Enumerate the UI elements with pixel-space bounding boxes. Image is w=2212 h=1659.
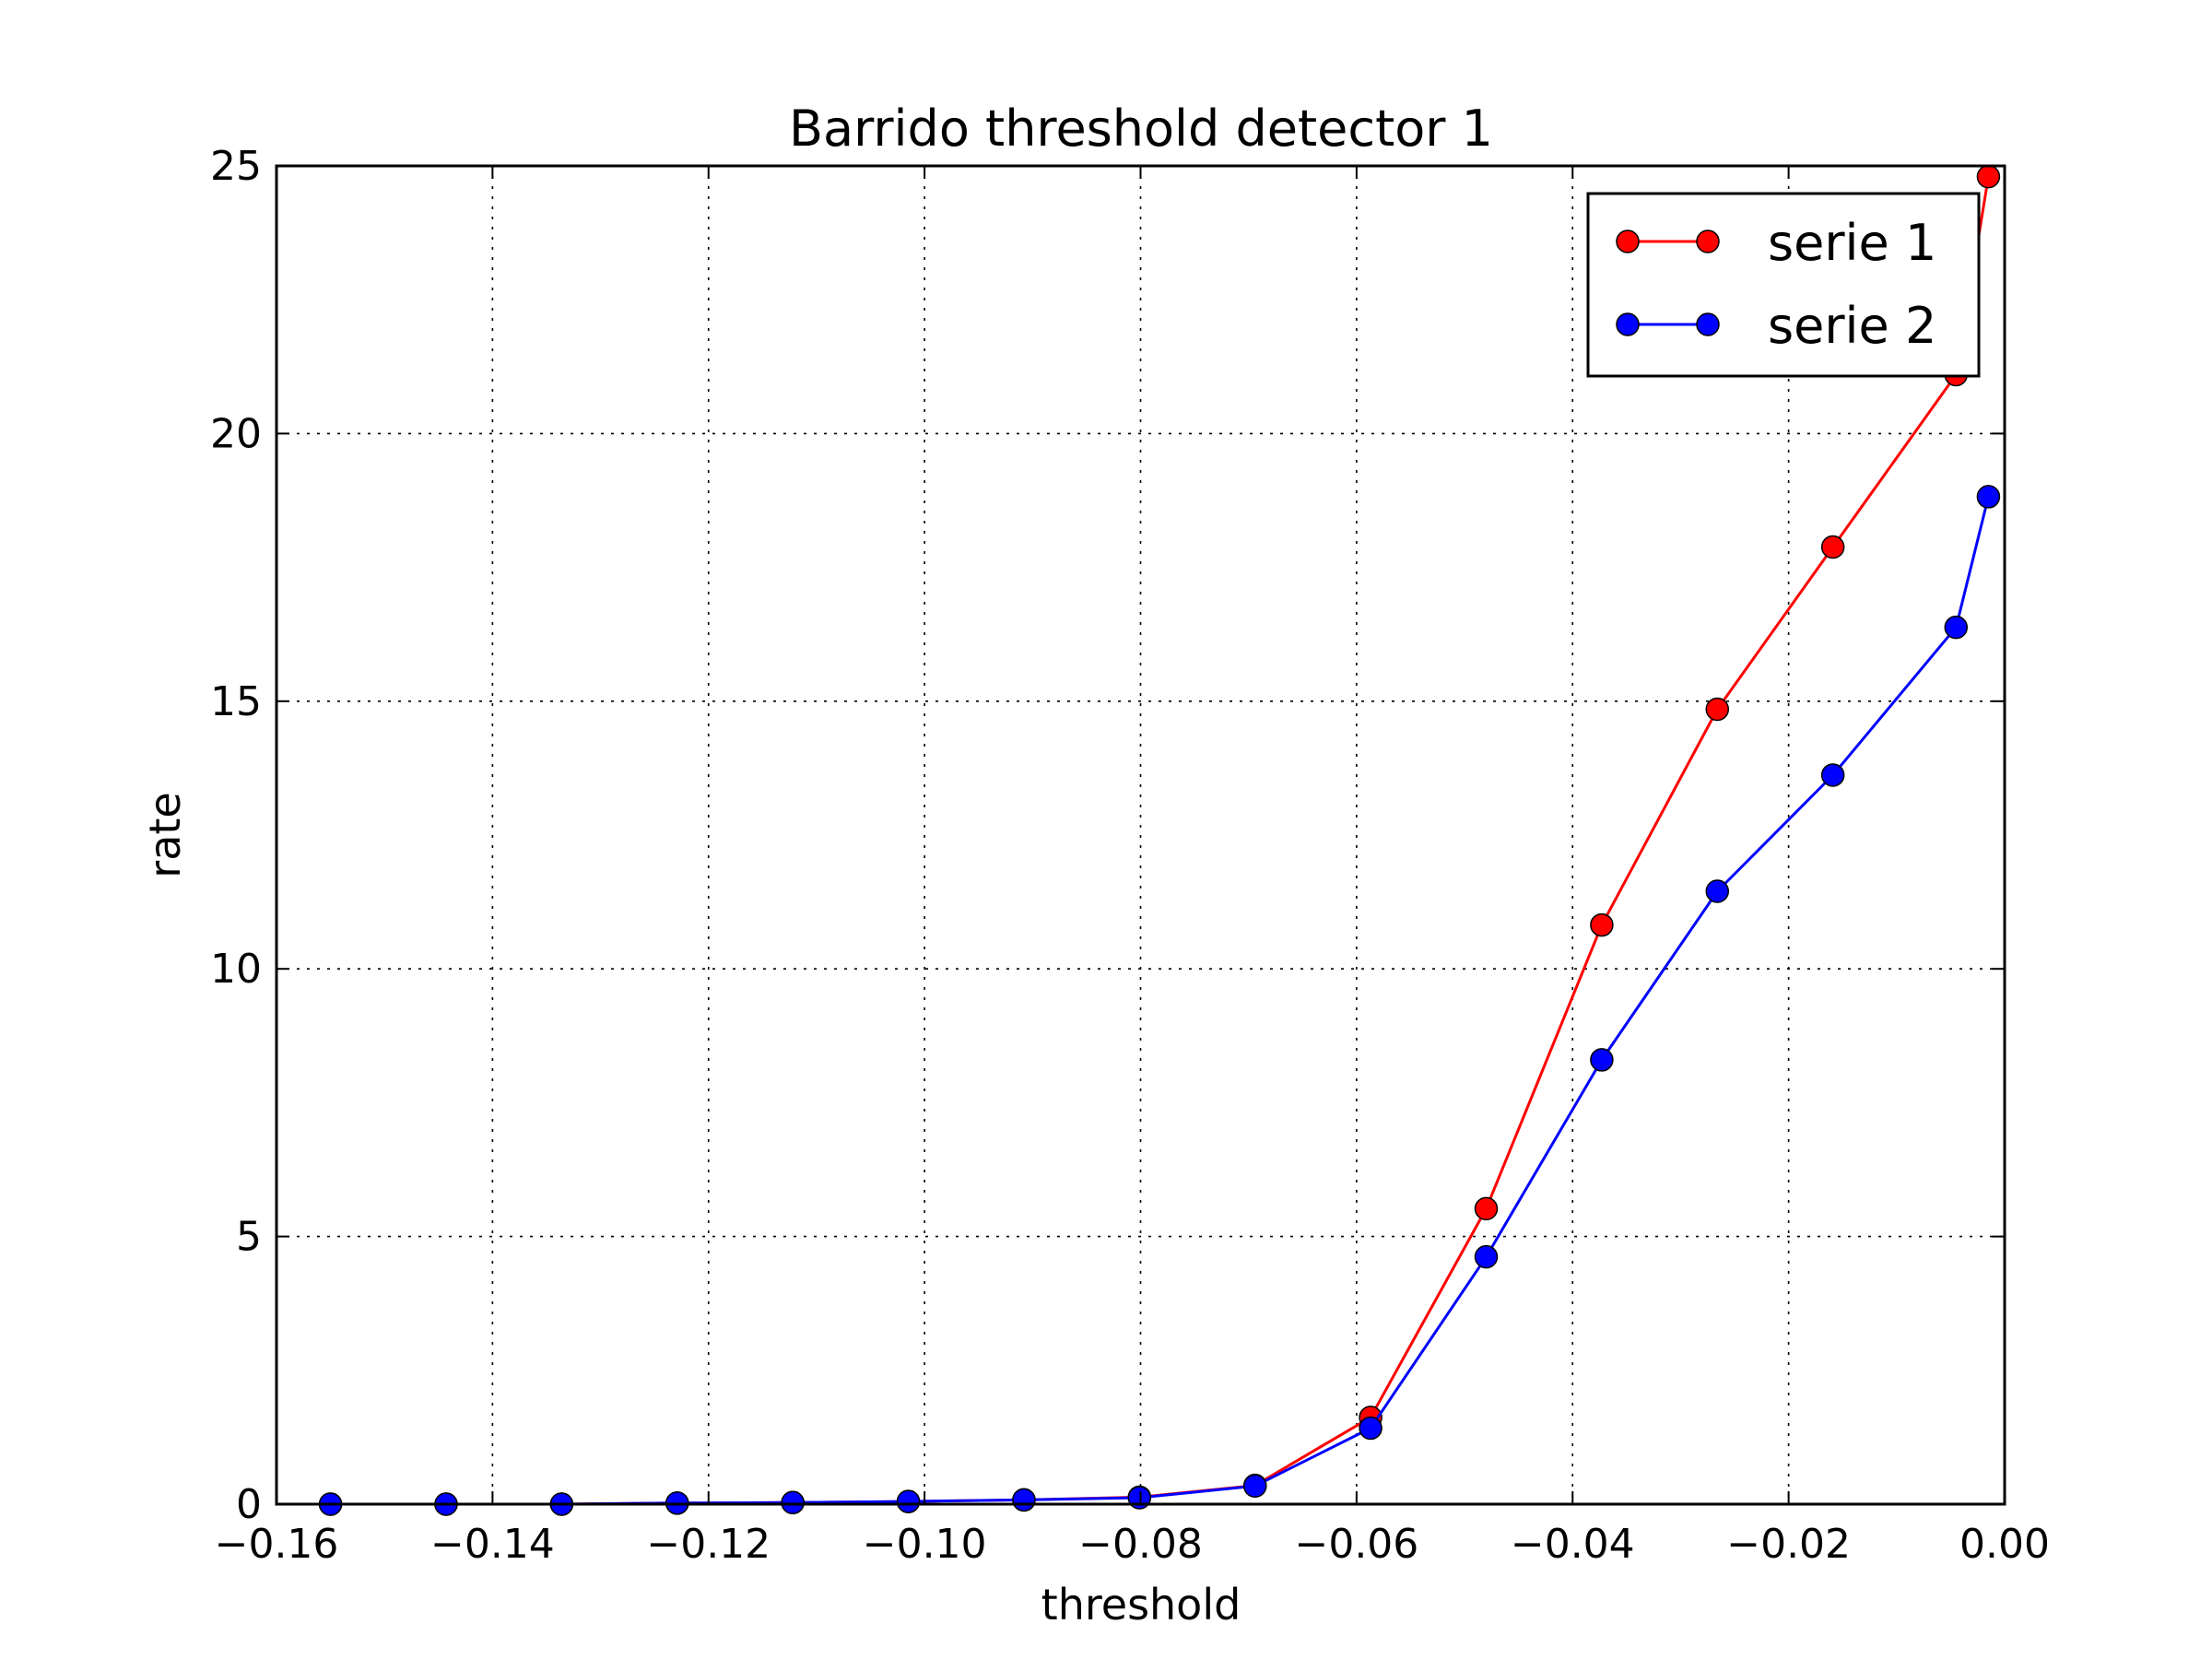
series-1-point xyxy=(1820,535,1845,559)
x-tick-label: 0.00 xyxy=(1959,1521,2050,1568)
series-2-point xyxy=(1359,1416,1382,1441)
legend-box xyxy=(1586,192,1981,378)
y-tick-label: 15 xyxy=(210,678,262,725)
legend-marker-serie-2-b xyxy=(1696,312,1720,336)
series-2-point xyxy=(1705,879,1730,903)
x-tick-label: −0.14 xyxy=(430,1521,555,1568)
series-2-point xyxy=(1944,615,1969,640)
series-2-point xyxy=(1012,1488,1036,1512)
series-2-point xyxy=(1474,1244,1499,1269)
series-2-point xyxy=(1242,1474,1267,1499)
legend: serie 1 serie 2 xyxy=(1586,192,1981,378)
axis-ticks: −0.16 −0.14 −0.12 −0.10 −0.08 −0.06 −0.04 −0.02… xyxy=(210,143,2050,1568)
legend-marker-serie-1-a xyxy=(1616,229,1640,253)
y-tick-label: 5 xyxy=(236,1214,262,1261)
y-tick-label: 20 xyxy=(210,410,262,457)
x-tick-label: −0.04 xyxy=(1511,1521,1635,1568)
series-1-point xyxy=(1474,1196,1499,1221)
series-1-point xyxy=(1705,697,1730,722)
y-axis-label: rate xyxy=(140,792,190,877)
series-1-point xyxy=(1976,164,2001,189)
x-tick-label: −0.08 xyxy=(1078,1521,1203,1568)
series-2-point xyxy=(1976,485,2001,509)
legend-marker-serie-1-b xyxy=(1696,229,1720,253)
series-2-point xyxy=(1590,1048,1614,1072)
x-tick-label: −0.12 xyxy=(646,1521,771,1568)
x-tick-label: −0.16 xyxy=(215,1521,339,1568)
series-1-point xyxy=(1590,912,1614,937)
legend-label-serie-2: serie 2 xyxy=(1768,297,1936,355)
chart-title: Barrido threshold detector 1 xyxy=(789,100,1493,158)
x-axis-label: threshold xyxy=(1041,1580,1241,1630)
y-tick-label: 25 xyxy=(210,143,262,190)
series-2-point xyxy=(1820,763,1845,787)
y-tick-label: 10 xyxy=(210,946,262,993)
legend-label-serie-1: serie 1 xyxy=(1768,214,1936,272)
legend-marker-serie-2-a xyxy=(1616,312,1640,336)
x-tick-label: −0.10 xyxy=(863,1521,987,1568)
series-line-2 xyxy=(330,496,1990,1506)
x-tick-label: −0.02 xyxy=(1726,1521,1851,1568)
x-tick-label: −0.06 xyxy=(1294,1521,1418,1568)
series-2-point xyxy=(781,1490,805,1515)
y-tick-label: 0 xyxy=(236,1481,262,1528)
series-2-point xyxy=(896,1489,921,1513)
